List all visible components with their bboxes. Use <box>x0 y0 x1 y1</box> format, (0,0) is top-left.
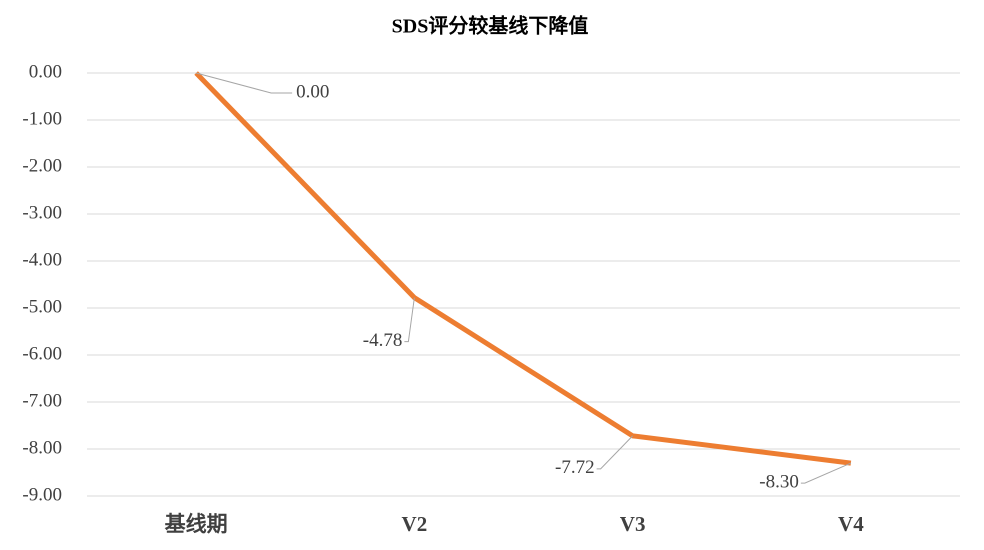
y-tick-label: -3.00 <box>22 202 62 223</box>
data-label: -7.72 <box>555 457 595 478</box>
x-tick-label: V2 <box>402 512 428 536</box>
leader-line <box>800 462 852 484</box>
x-tick-label: V3 <box>620 512 646 536</box>
line <box>194 71 852 466</box>
data-label: -8.30 <box>759 471 799 492</box>
leader-line <box>195 72 293 94</box>
y-tick-label: -7.00 <box>22 390 62 411</box>
chart-title: SDS评分较基线下降值 <box>392 14 589 38</box>
y-tick-label: -1.00 <box>22 108 62 129</box>
x-tick-label: V4 <box>838 512 864 536</box>
leader-line <box>596 435 633 470</box>
y-tick-label: -5.00 <box>22 296 62 317</box>
y-tick-label: -2.00 <box>22 155 62 176</box>
x-tick-label: 基线期 <box>165 512 228 536</box>
data-label: -4.78 <box>363 330 403 351</box>
y-tick-label: -8.00 <box>22 437 62 458</box>
y-tick-label: 0.00 <box>29 61 62 82</box>
data-label: 0.00 <box>296 81 329 102</box>
y-tick-label: -4.00 <box>22 249 62 270</box>
y-tick-label: -9.00 <box>22 484 62 505</box>
leader-line <box>404 297 415 343</box>
y-tick-label: -6.00 <box>22 343 62 364</box>
